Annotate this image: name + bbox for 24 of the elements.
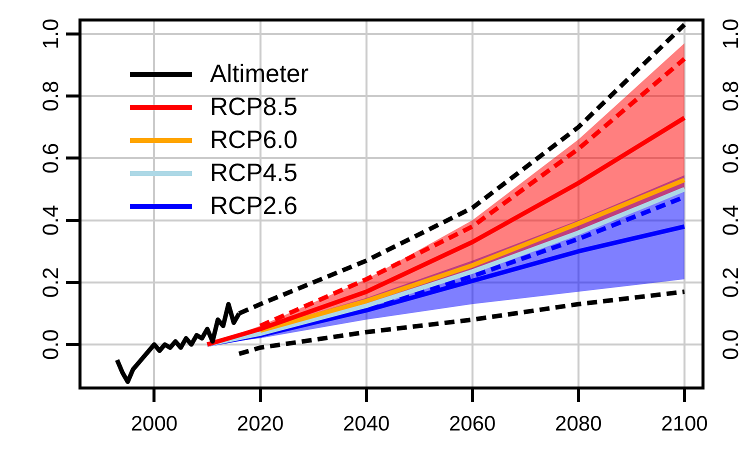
x-tick-label: 2020 xyxy=(236,412,284,436)
legend-label: RCP4.5 xyxy=(210,158,298,189)
x-tick-label: 2040 xyxy=(342,412,390,436)
x-tick-label: 2100 xyxy=(661,412,708,436)
x-tick-label: 2060 xyxy=(449,412,496,436)
y-tick-label: 0.8 xyxy=(38,80,63,112)
legend-label: Altimeter xyxy=(210,59,309,90)
y-tick-label: 0.2 xyxy=(38,267,63,298)
y-tick-label: 0.6 xyxy=(38,142,63,174)
y2-tick-label: 0.2 xyxy=(718,267,740,298)
legend-label: RCP6.0 xyxy=(210,125,298,156)
y2-tick-label: 0.8 xyxy=(718,80,740,112)
x-tick-label: 2000 xyxy=(130,412,178,436)
y2-tick-label: 0.0 xyxy=(718,329,740,360)
legend-label: RCP2.6 xyxy=(210,191,298,222)
y2-tick-label: 1.0 xyxy=(718,18,740,50)
legend-label: RCP8.5 xyxy=(210,92,298,123)
x-tick-label: 2080 xyxy=(555,412,602,436)
y2-tick-label: 0.4 xyxy=(718,205,740,236)
y-tick-label: 0.0 xyxy=(38,329,63,360)
y-tick-label: 1.0 xyxy=(38,18,63,50)
y-tick-label: 0.4 xyxy=(38,205,63,236)
y2-tick-label: 0.6 xyxy=(718,142,740,174)
line-series xyxy=(236,289,687,356)
